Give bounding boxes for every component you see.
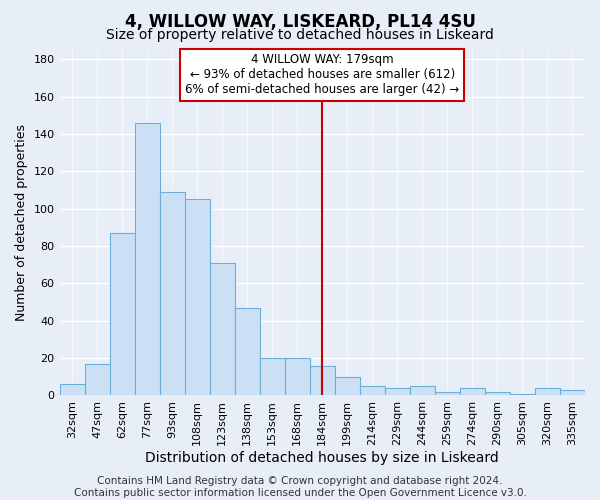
Bar: [385, 388, 410, 396]
Bar: [160, 192, 185, 396]
Bar: [185, 200, 209, 396]
Text: 4, WILLOW WAY, LISKEARD, PL14 4SU: 4, WILLOW WAY, LISKEARD, PL14 4SU: [125, 12, 475, 30]
Text: 4 WILLOW WAY: 179sqm
← 93% of detached houses are smaller (612)
6% of semi-detac: 4 WILLOW WAY: 179sqm ← 93% of detached h…: [185, 54, 460, 96]
Text: Size of property relative to detached houses in Liskeard: Size of property relative to detached ho…: [106, 28, 494, 42]
Bar: [510, 394, 535, 396]
Bar: [310, 366, 335, 396]
Text: Contains HM Land Registry data © Crown copyright and database right 2024.
Contai: Contains HM Land Registry data © Crown c…: [74, 476, 526, 498]
Bar: [535, 388, 560, 396]
X-axis label: Distribution of detached houses by size in Liskeard: Distribution of detached houses by size …: [145, 451, 499, 465]
Bar: [485, 392, 510, 396]
Bar: [285, 358, 310, 396]
Bar: [435, 392, 460, 396]
Bar: [260, 358, 285, 396]
Bar: [110, 233, 134, 396]
Bar: [335, 377, 360, 396]
Bar: [410, 386, 435, 396]
Bar: [360, 386, 385, 396]
Bar: [59, 384, 85, 396]
Bar: [460, 388, 485, 396]
Bar: [209, 263, 235, 396]
Bar: [235, 308, 260, 396]
Y-axis label: Number of detached properties: Number of detached properties: [15, 124, 28, 321]
Bar: [134, 123, 160, 396]
Bar: [85, 364, 110, 396]
Bar: [560, 390, 585, 396]
